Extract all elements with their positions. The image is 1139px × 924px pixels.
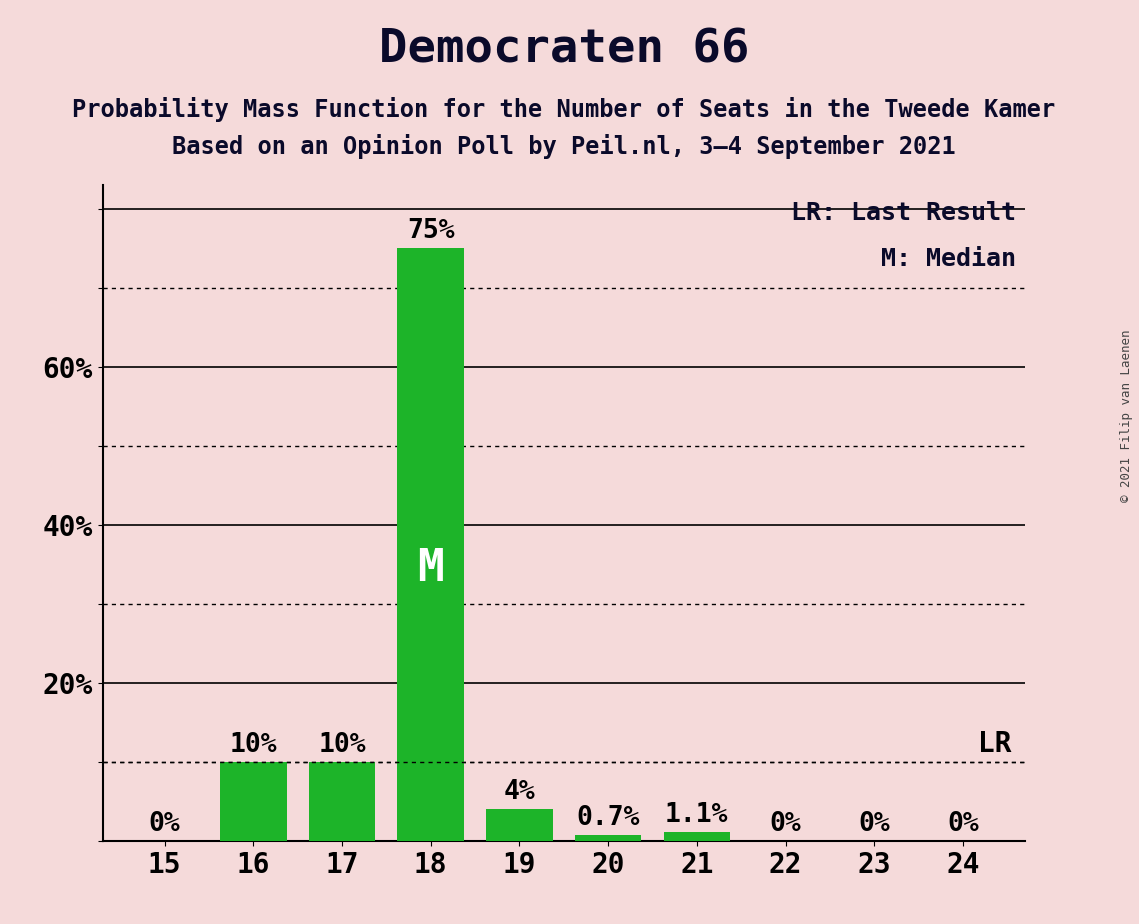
Text: © 2021 Filip van Laenen: © 2021 Filip van Laenen bbox=[1121, 330, 1133, 502]
Text: 0%: 0% bbox=[948, 811, 978, 837]
Text: 4%: 4% bbox=[503, 779, 535, 806]
Text: LR: Last Result: LR: Last Result bbox=[790, 201, 1016, 225]
Text: 0%: 0% bbox=[149, 811, 180, 837]
Text: 75%: 75% bbox=[407, 218, 454, 244]
Text: M: M bbox=[417, 547, 444, 590]
Bar bbox=[575, 835, 641, 841]
Bar bbox=[309, 761, 375, 841]
Text: 0%: 0% bbox=[859, 811, 891, 837]
Text: 0%: 0% bbox=[770, 811, 802, 837]
Text: M: Median: M: Median bbox=[880, 247, 1016, 271]
Text: 10%: 10% bbox=[318, 732, 366, 758]
Text: 0.7%: 0.7% bbox=[576, 806, 640, 832]
Text: Based on an Opinion Poll by Peil.nl, 3–4 September 2021: Based on an Opinion Poll by Peil.nl, 3–4… bbox=[172, 134, 956, 159]
Text: 1.1%: 1.1% bbox=[665, 802, 729, 828]
Text: LR: LR bbox=[978, 730, 1011, 758]
Bar bbox=[220, 761, 287, 841]
Bar bbox=[398, 248, 464, 841]
Text: 10%: 10% bbox=[229, 732, 277, 758]
Bar bbox=[664, 833, 730, 841]
Bar bbox=[486, 809, 552, 841]
Text: Democraten 66: Democraten 66 bbox=[378, 28, 749, 73]
Text: Probability Mass Function for the Number of Seats in the Tweede Kamer: Probability Mass Function for the Number… bbox=[72, 97, 1056, 122]
